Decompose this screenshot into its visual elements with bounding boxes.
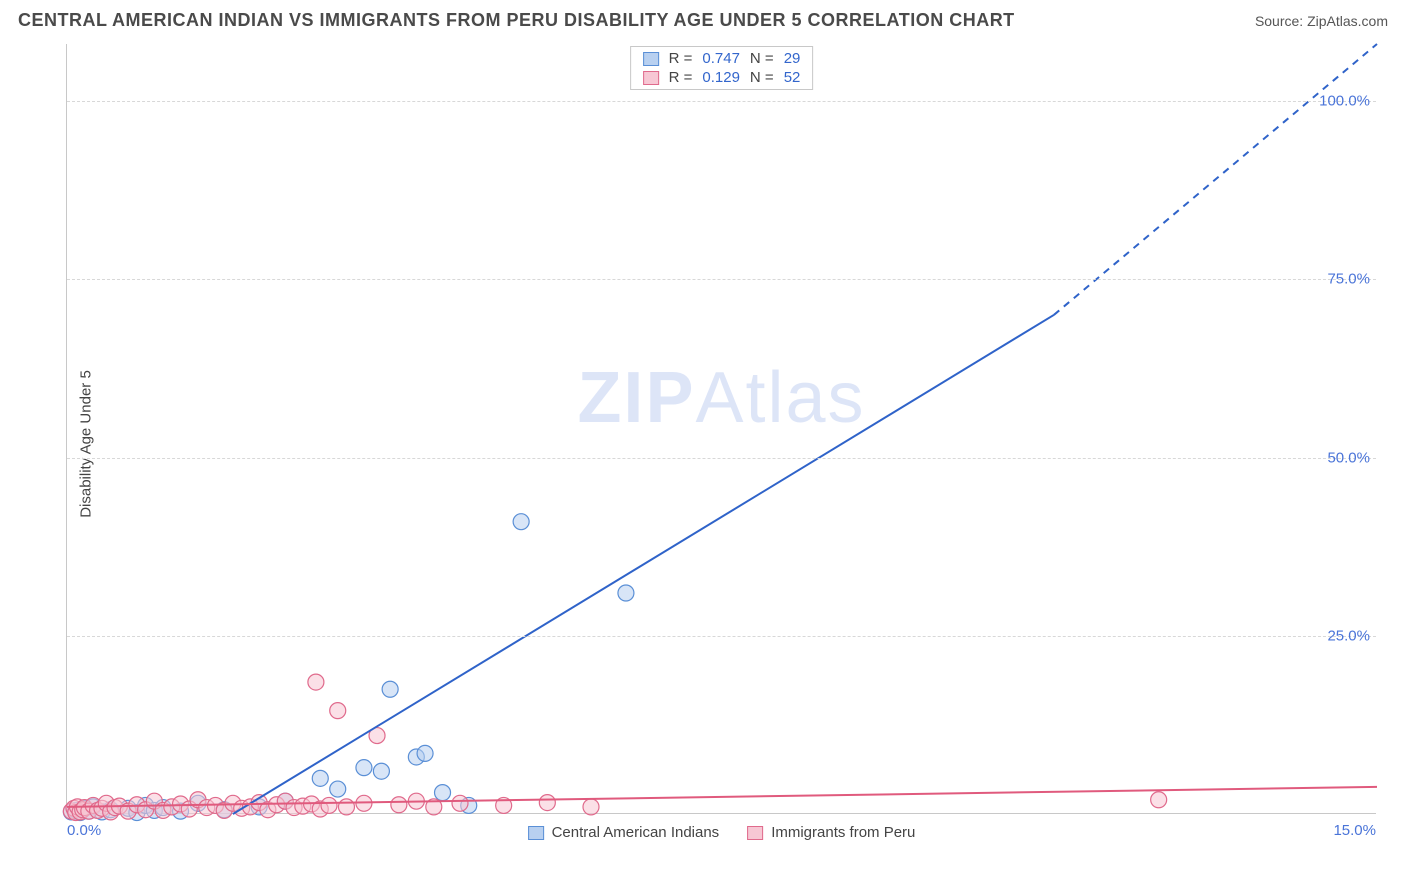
data-point — [417, 745, 433, 761]
x-tick-max: 15.0% — [1333, 822, 1376, 839]
swatch-central-b — [528, 826, 544, 840]
y-tick-label: 50.0% — [1327, 449, 1370, 466]
data-point — [356, 760, 372, 776]
data-point — [308, 674, 324, 690]
header: CENTRAL AMERICAN INDIAN VS IMMIGRANTS FR… — [0, 0, 1406, 35]
legend-row-central: R = 0.747 N = 29 — [631, 49, 813, 68]
n-value-peru: 52 — [784, 69, 801, 86]
trend-line — [233, 315, 1054, 814]
r-label: R = — [669, 69, 693, 86]
data-point — [312, 770, 328, 786]
data-point — [391, 797, 407, 813]
gridline — [67, 279, 1376, 280]
data-point — [330, 703, 346, 719]
data-point — [382, 681, 398, 697]
data-point — [1151, 792, 1167, 808]
data-point — [513, 514, 529, 530]
source-prefix: Source: — [1255, 13, 1307, 29]
y-tick-label: 100.0% — [1319, 93, 1370, 110]
plot-area: ZIPAtlas R = 0.747 N = 29 R = 0.129 N = … — [66, 44, 1376, 814]
data-point — [618, 585, 634, 601]
legend-item-peru: Immigrants from Peru — [747, 824, 915, 841]
page-title: CENTRAL AMERICAN INDIAN VS IMMIGRANTS FR… — [18, 10, 1015, 31]
series-label-peru: Immigrants from Peru — [771, 824, 915, 841]
swatch-peru-b — [747, 826, 763, 840]
source-name: ZipAtlas.com — [1307, 13, 1388, 29]
legend-row-peru: R = 0.129 N = 52 — [631, 68, 813, 87]
n-label: N = — [750, 50, 774, 67]
r-value-peru: 0.129 — [702, 69, 740, 86]
n-value-central: 29 — [784, 50, 801, 67]
data-point — [583, 799, 599, 815]
data-point — [321, 797, 337, 813]
gridline — [67, 458, 1376, 459]
data-point — [452, 795, 468, 811]
source-attribution: Source: ZipAtlas.com — [1255, 13, 1388, 29]
chart-container: Disability Age Under 5 ZIPAtlas R = 0.74… — [18, 44, 1388, 844]
gridline — [67, 101, 1376, 102]
y-tick-label: 75.0% — [1327, 271, 1370, 288]
swatch-peru — [643, 71, 659, 85]
r-value-central: 0.747 — [702, 50, 740, 67]
legend-item-central: Central American Indians — [528, 824, 720, 841]
y-tick-label: 25.0% — [1327, 627, 1370, 644]
x-tick-min: 0.0% — [67, 822, 101, 839]
data-point — [338, 799, 354, 815]
series-label-central: Central American Indians — [552, 824, 720, 841]
swatch-central — [643, 52, 659, 66]
data-point — [330, 781, 346, 797]
data-point — [435, 785, 451, 801]
n-label: N = — [750, 69, 774, 86]
data-point — [539, 795, 555, 811]
plot-svg — [67, 44, 1376, 813]
data-point — [373, 763, 389, 779]
legend-correlation: R = 0.747 N = 29 R = 0.129 N = 52 — [630, 46, 814, 90]
gridline — [67, 636, 1376, 637]
legend-series: Central American Indians Immigrants from… — [528, 824, 916, 841]
r-label: R = — [669, 50, 693, 67]
